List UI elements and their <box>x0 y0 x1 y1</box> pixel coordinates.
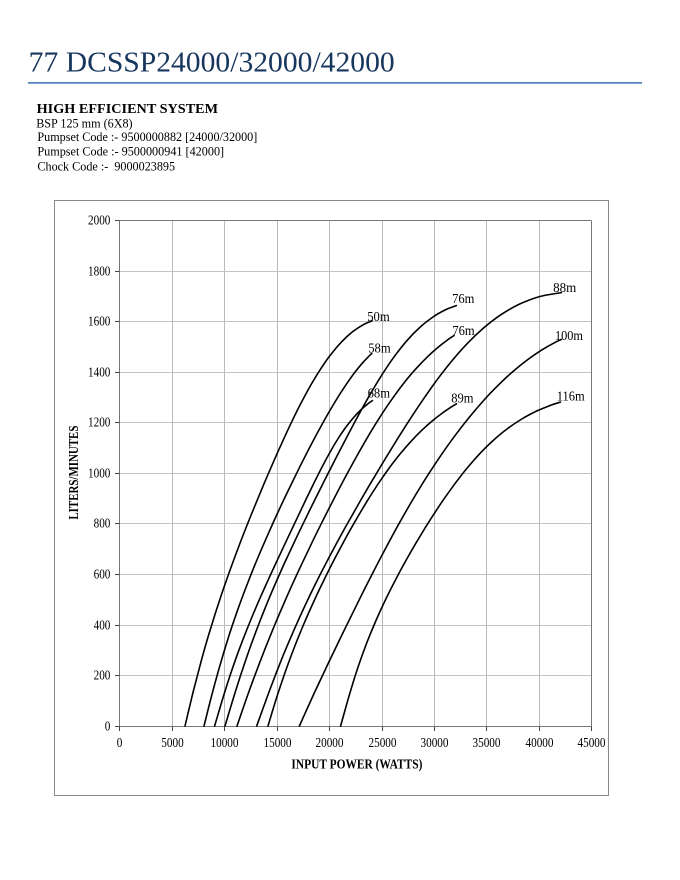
svg-text:25000: 25000 <box>369 735 397 750</box>
svg-text:45000: 45000 <box>578 735 606 750</box>
svg-text:77 DCSSP24000/32000/42000: 77 DCSSP24000/32000/42000 <box>29 48 395 79</box>
svg-text:50m: 50m <box>367 309 390 324</box>
svg-text:2000: 2000 <box>88 213 111 228</box>
svg-text:10000: 10000 <box>211 735 239 750</box>
svg-text:5000: 5000 <box>161 735 184 750</box>
svg-text:88m: 88m <box>553 280 577 295</box>
svg-text:89m: 89m <box>451 391 474 406</box>
svg-text:40000: 40000 <box>526 735 554 750</box>
svg-text:600: 600 <box>94 567 111 582</box>
svg-text:400: 400 <box>94 618 111 633</box>
svg-text:Chock Code :- 9000023895: Chock Code :- 9000023895 <box>37 159 175 174</box>
svg-text:76m: 76m <box>452 323 475 338</box>
svg-text:BSP 125 mm (6X8): BSP 125 mm (6X8) <box>36 116 132 131</box>
svg-text:100m: 100m <box>555 328 583 343</box>
svg-text:LITERS/MINUTES: LITERS/MINUTES <box>66 426 81 520</box>
svg-text:68m: 68m <box>368 386 391 401</box>
svg-text:30000: 30000 <box>421 735 449 750</box>
svg-text:20000: 20000 <box>316 735 344 750</box>
svg-text:Pumpset Code :- 9500000941 [42: Pumpset Code :- 9500000941 [42000] <box>37 144 224 159</box>
svg-text:1200: 1200 <box>88 415 111 430</box>
svg-text:0: 0 <box>105 719 111 734</box>
svg-text:INPUT POWER (WATTS): INPUT POWER (WATTS) <box>291 756 422 771</box>
svg-text:1600: 1600 <box>88 314 111 329</box>
svg-text:116m: 116m <box>557 389 585 404</box>
svg-text:1800: 1800 <box>88 264 111 279</box>
svg-text:58m: 58m <box>368 340 391 355</box>
svg-text:1000: 1000 <box>88 466 111 481</box>
svg-text:15000: 15000 <box>264 735 292 750</box>
svg-text:1400: 1400 <box>88 365 111 380</box>
svg-text:35000: 35000 <box>473 735 501 750</box>
svg-text:800: 800 <box>94 516 111 531</box>
svg-text:200: 200 <box>94 668 111 683</box>
svg-text:Pumpset Code :- 9500000882 [24: Pumpset Code :- 9500000882 [24000/32000] <box>37 129 257 144</box>
svg-text:0: 0 <box>117 735 123 750</box>
svg-text:HIGH EFFICIENT SYSTEM: HIGH EFFICIENT SYSTEM <box>37 102 219 117</box>
svg-text:76m: 76m <box>452 291 475 306</box>
